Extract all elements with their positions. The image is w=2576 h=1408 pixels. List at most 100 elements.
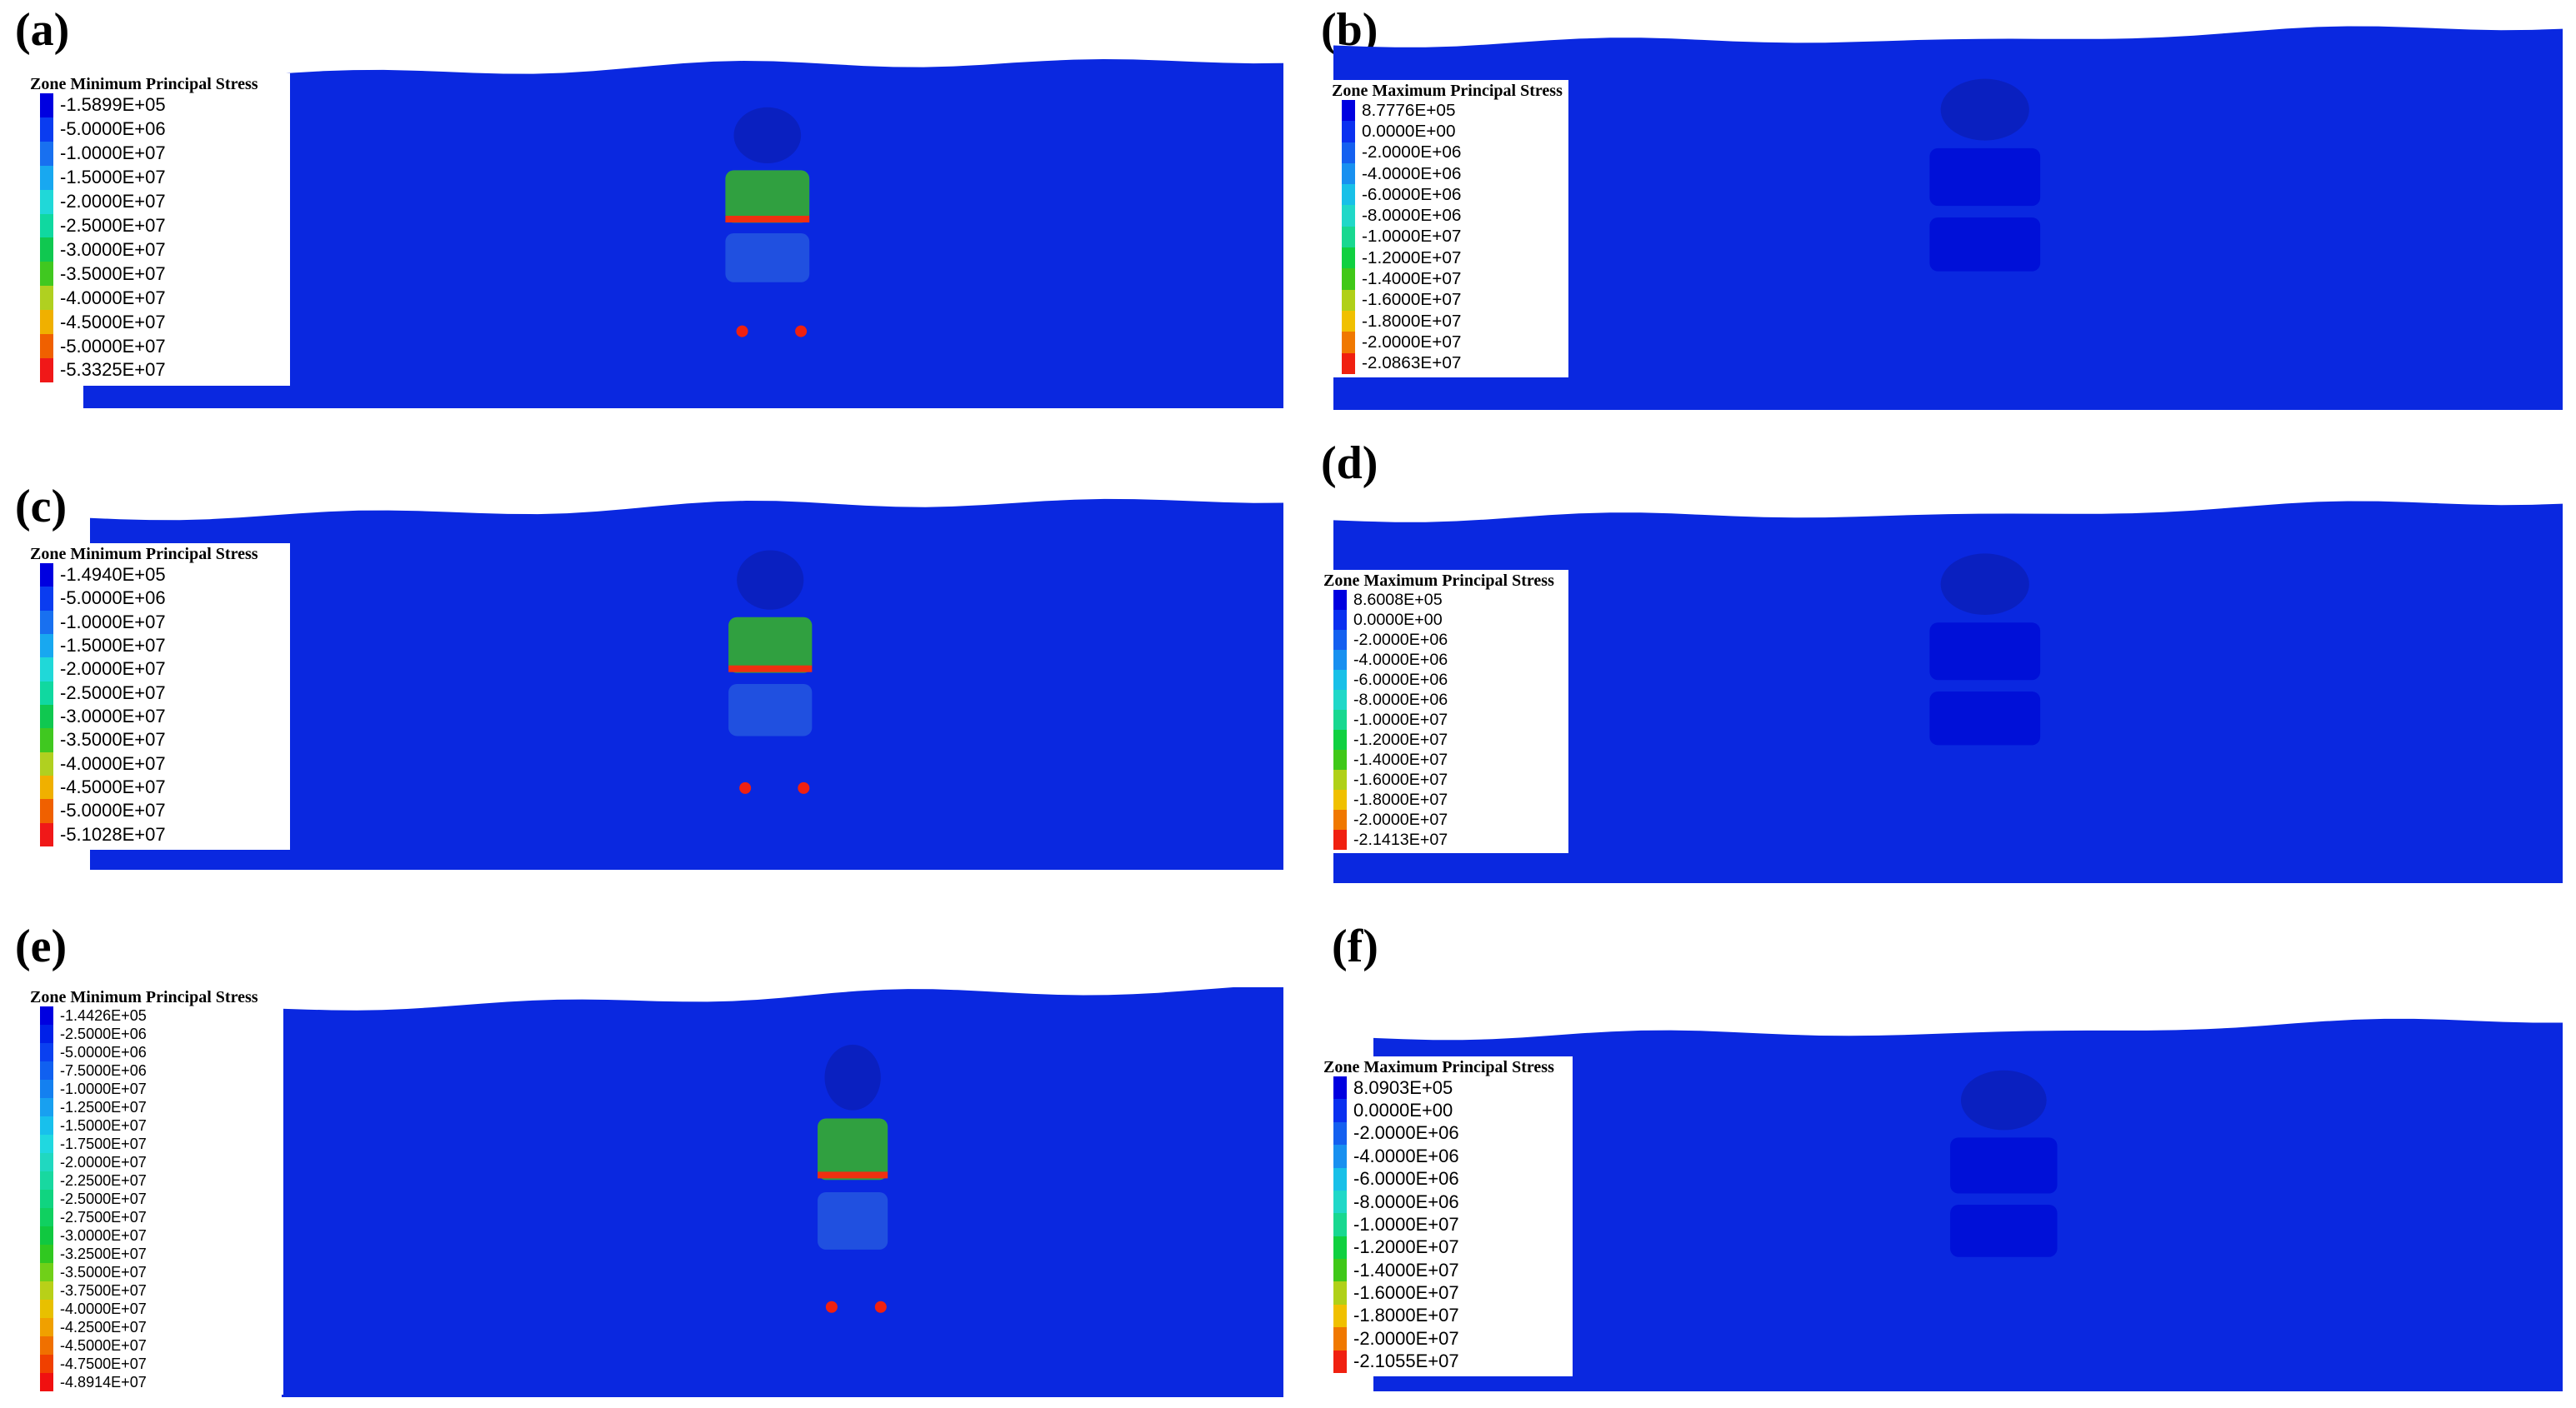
legend-swatch — [1333, 1304, 1347, 1328]
legend-value: -1.5000E+07 — [60, 635, 166, 657]
legend-entry: -1.2000E+07 — [1327, 247, 1568, 269]
legend-swatch — [40, 1061, 53, 1080]
legend-entry: -5.3325E+07 — [25, 357, 290, 382]
legend-entry: -5.0000E+06 — [25, 587, 290, 611]
legend-swatch — [40, 1098, 53, 1116]
legend-swatch — [40, 587, 53, 611]
legend-swatch — [40, 1245, 53, 1263]
stress-contour-model — [83, 59, 1283, 408]
legend-value: -4.0000E+06 — [1353, 1145, 1459, 1166]
legend-swatch — [40, 1208, 53, 1226]
legend-value: -8.0000E+06 — [1353, 1191, 1459, 1212]
legend-entry: -2.0000E+07 — [25, 189, 290, 214]
legend-value: -2.1413E+07 — [1353, 830, 1448, 849]
legend-entry: -8.0000E+06 — [1318, 1190, 1573, 1214]
legend-entry: -1.6000E+07 — [1327, 289, 1568, 311]
legend-entry: -2.0000E+07 — [1318, 1327, 1573, 1351]
color-legend: Zone Minimum Principal Stress -1.4940E+05… — [25, 543, 290, 850]
legend-swatch — [40, 563, 53, 587]
legend-swatch — [1333, 810, 1347, 830]
legend-value: -1.8000E+07 — [1362, 311, 1462, 331]
legend-entry: -4.5000E+07 — [25, 1336, 283, 1355]
legend-swatch — [1333, 1121, 1347, 1146]
legend-title: Zone Maximum Principal Stress — [1323, 1058, 1554, 1076]
legend-value: -1.2000E+07 — [1362, 247, 1462, 267]
legend-entry: -1.0000E+07 — [1318, 710, 1568, 730]
legend-value: 8.0903E+05 — [1353, 1076, 1453, 1098]
legend-entry: 0.0000E+00 — [1318, 610, 1568, 630]
legend-entry: -4.0000E+06 — [1318, 650, 1568, 670]
legend-value: -2.7500E+07 — [60, 1208, 147, 1226]
legend-entry: -4.0000E+06 — [1327, 162, 1568, 185]
legend-swatch — [40, 1373, 53, 1391]
legend-entry: -2.0000E+07 — [25, 657, 290, 682]
stress-contour-model — [1333, 26, 2563, 410]
legend-value: -1.6000E+07 — [1353, 770, 1448, 789]
legend-swatch — [40, 775, 53, 800]
legend-swatch — [40, 286, 53, 311]
legend-swatch — [40, 1281, 53, 1300]
legend-value: -1.4426E+05 — [60, 1006, 147, 1024]
legend-value: -3.7500E+07 — [60, 1281, 147, 1299]
legend-swatch — [40, 1043, 53, 1061]
legend-value: -8.0000E+06 — [1353, 690, 1448, 709]
legend-swatch — [1333, 790, 1347, 810]
legend-swatch — [1333, 610, 1347, 630]
legend-entry: -5.0000E+07 — [25, 799, 290, 823]
goaf-zone — [818, 1044, 888, 1313]
goaf-zone — [1929, 553, 2041, 746]
legend-value: -2.5000E+07 — [60, 1190, 147, 1207]
legend-value: -1.4000E+07 — [1353, 750, 1448, 769]
legend-swatch — [40, 357, 53, 382]
legend-entry: 8.0903E+05 — [1318, 1076, 1573, 1100]
legend-swatch — [1342, 121, 1355, 142]
legend-swatch — [1342, 142, 1355, 163]
legend-entry: -2.0000E+07 — [25, 1153, 283, 1171]
legend-value: -4.0000E+06 — [1362, 163, 1462, 183]
legend-swatch — [1342, 100, 1355, 122]
legend-entry: -1.2000E+07 — [1318, 730, 1568, 750]
panel-label: (b) — [1321, 4, 1378, 56]
legend-value: -4.5000E+07 — [60, 311, 166, 332]
legend-swatch — [1333, 1281, 1347, 1305]
legend-entry: 8.7776E+05 — [1327, 100, 1568, 122]
legend-entry: 0.0000E+00 — [1327, 121, 1568, 142]
legend-swatch — [1342, 268, 1355, 290]
legend-value: -5.0000E+07 — [60, 800, 166, 821]
legend-entry: -1.6000E+07 — [1318, 1281, 1573, 1305]
legend-value: -5.0000E+07 — [60, 335, 166, 357]
legend-swatch — [40, 1171, 53, 1190]
legend-entry: -4.0000E+07 — [25, 751, 290, 776]
legend-swatch — [1333, 770, 1347, 790]
legend-entry: -2.5000E+07 — [25, 213, 290, 238]
goaf-zone — [1929, 78, 2041, 272]
legend-swatch — [1333, 1099, 1347, 1122]
legend-swatch — [40, 1025, 53, 1043]
legend-value: 8.6008E+05 — [1353, 590, 1443, 609]
legend-value: -1.2500E+07 — [60, 1098, 147, 1116]
legend-value: -2.0000E+07 — [60, 658, 166, 680]
legend-swatch — [1333, 1076, 1347, 1100]
legend-entry: -1.5899E+05 — [25, 93, 290, 117]
legend-value: -4.0000E+07 — [60, 1300, 147, 1317]
legend-value: -1.4000E+07 — [1353, 1259, 1459, 1281]
legend-value: -2.5000E+07 — [60, 682, 166, 703]
legend-value: -2.0000E+07 — [1353, 1327, 1459, 1349]
legend-entry: -2.0000E+06 — [1327, 142, 1568, 163]
legend-swatch — [1333, 710, 1347, 730]
legend-swatch — [40, 1190, 53, 1208]
legend-value: -4.0000E+06 — [1353, 650, 1448, 669]
legend-value: -4.0000E+07 — [60, 752, 166, 774]
legend-entry: -2.0000E+07 — [1318, 810, 1568, 830]
legend-swatch — [40, 165, 53, 190]
legend-value: -1.4940E+05 — [60, 564, 166, 586]
legend-value: -3.0000E+07 — [60, 1226, 147, 1244]
legend-swatch — [40, 1300, 53, 1318]
legend-swatch — [1342, 226, 1355, 248]
legend-entry: -1.5000E+07 — [25, 1116, 283, 1135]
legend-value: -3.5000E+07 — [60, 1263, 147, 1281]
legend-entry: -2.5000E+07 — [25, 681, 290, 705]
legend-swatch — [1342, 162, 1355, 185]
legend-swatch — [1333, 670, 1347, 690]
stress-band — [83, 59, 1283, 408]
